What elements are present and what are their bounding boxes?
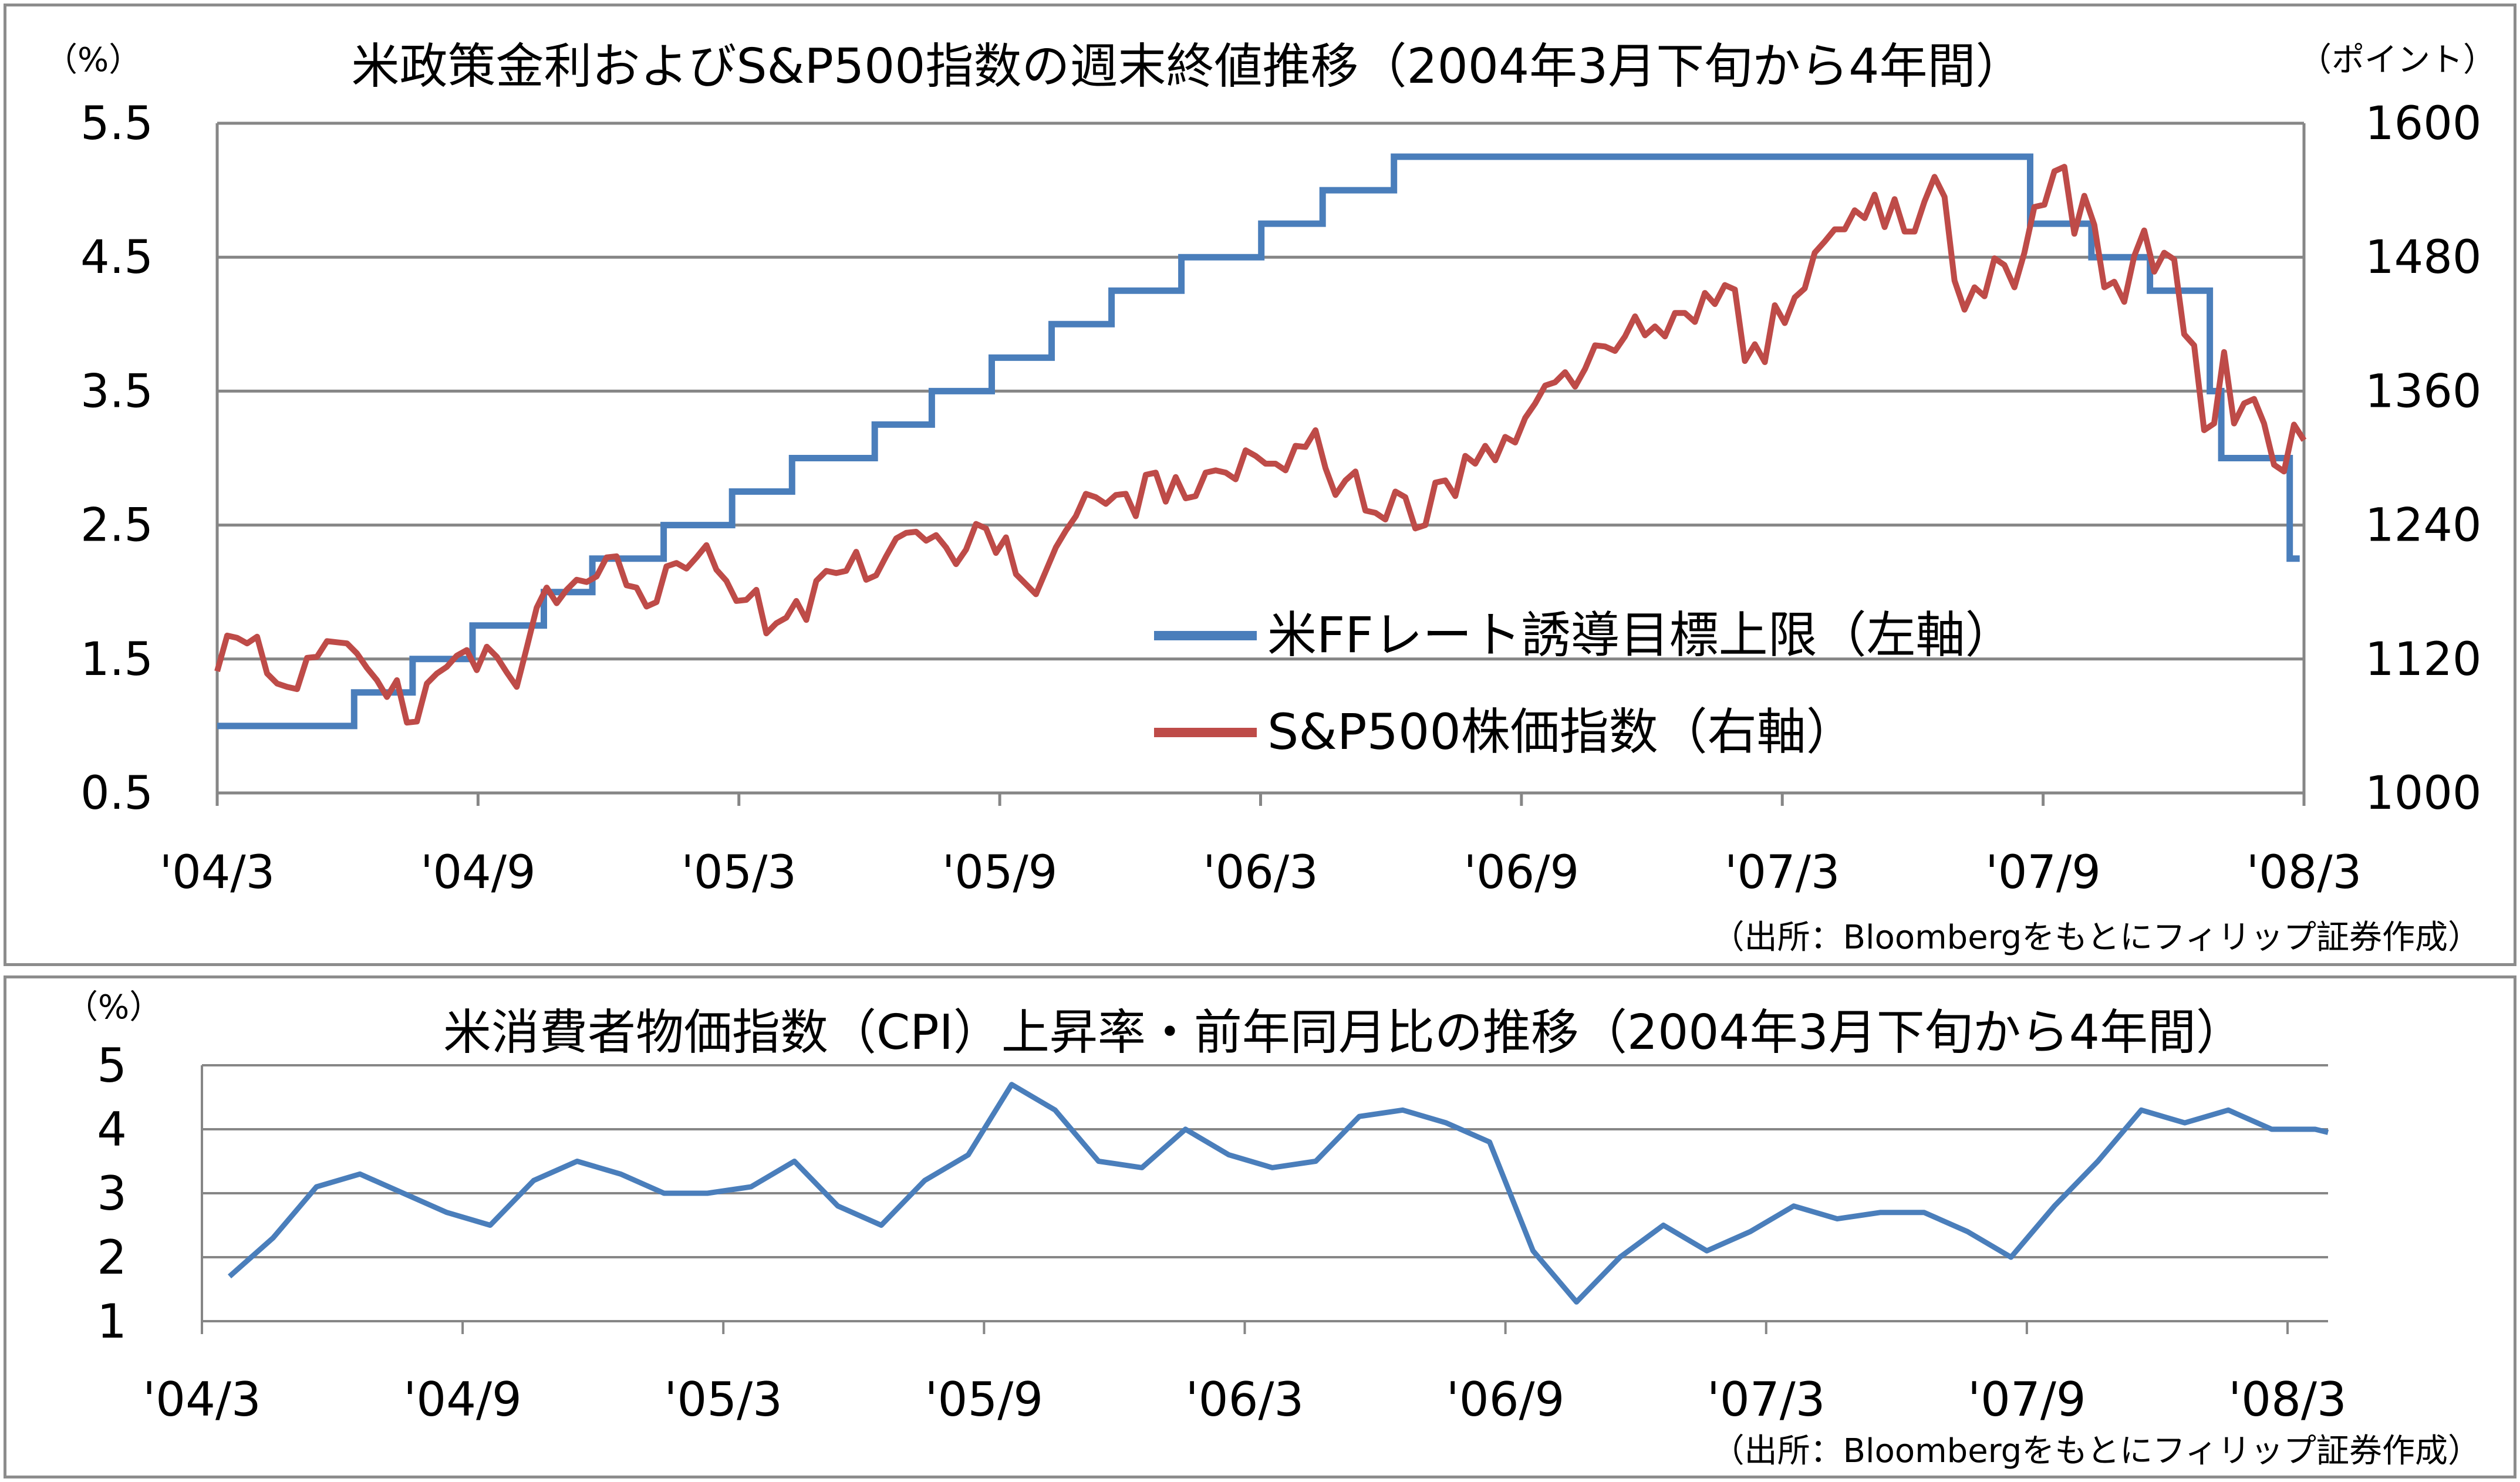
x-tick-label: '04/9 (420, 846, 536, 899)
series-lines (228, 1082, 2329, 1305)
x-tick-label: '07/3 (1707, 1372, 1826, 1427)
x-tick-label: '08/3 (2228, 1372, 2347, 1427)
right-tick-label: 1360 (2365, 365, 2482, 418)
x-tick-label: '04/3 (143, 1372, 261, 1427)
right-axis-unit: （ポイント） (2299, 41, 2496, 79)
cpi-line (228, 1082, 2329, 1305)
left-tick-label: 4.5 (80, 231, 153, 284)
y-tick-label: 3 (97, 1166, 127, 1221)
x-tick-label: '05/9 (942, 846, 1058, 899)
y-axis-ticks: 5 4 3 2 1 (97, 1038, 127, 1349)
x-tick-label: '06/9 (1464, 846, 1580, 899)
x-tick-label: '07/9 (1985, 846, 2101, 899)
x-tick-label: '05/3 (664, 1372, 782, 1427)
left-tick-label: 2.5 (80, 499, 153, 552)
left-tick-label: 0.5 (80, 767, 153, 820)
legend-label-sp500: S&P500株価指数（右軸） (1267, 703, 1856, 761)
right-tick-label: 1120 (2365, 633, 2482, 686)
chart-title: 米消費者物価指数（CPI）上昇率・前年同月比の推移（2004年3月下旬から4年間… (443, 1005, 2244, 1061)
x-tick-label: '06/9 (1446, 1372, 1565, 1427)
x-tick-label: '07/9 (1968, 1372, 2086, 1427)
x-tick-label: '05/9 (925, 1372, 1044, 1427)
rate-sp500-chart-panel: 米政策金利およびS&P500指数の週末終値推移（2004年3月下旬から4年間） … (4, 4, 2516, 966)
x-tick-label: '08/3 (2246, 846, 2362, 899)
cpi-chart-panel: 米消費者物価指数（CPI）上昇率・前年同月比の推移（2004年3月下旬から4年間… (4, 975, 2516, 1478)
x-tick-label: '06/3 (1186, 1372, 1304, 1427)
cpi-chart: 米消費者物価指数（CPI）上昇率・前年同月比の推移（2004年3月下旬から4年間… (65, 988, 2481, 1470)
x-axis-ticks: '04/3 '04/9 '05/3 '05/9 '06/3 '06/9 '07/3 '07/9… (143, 1372, 2347, 1427)
y-tick-label: 4 (97, 1102, 127, 1157)
left-tick-label: 1.5 (80, 633, 153, 686)
y-tick-label: 2 (97, 1230, 127, 1285)
left-axis-ticks: 5.5 4.5 3.5 2.5 1.5 0.5 (80, 97, 153, 820)
source-note: （出所：Bloombergをもとにフィリップ証券作成） (1712, 919, 2481, 957)
source-note: （出所：Bloombergをもとにフィリップ証券作成） (1712, 1432, 2481, 1470)
y-tick-label: 1 (97, 1294, 127, 1349)
x-tick-label: '04/9 (403, 1372, 522, 1427)
chart-title: 米政策金利およびS&P500指数の週末終値推移（2004年3月下旬から4年間） (352, 39, 2024, 94)
right-tick-label: 1480 (2365, 231, 2482, 284)
legend-label-ff: 米FFレート誘導目標上限（左軸） (1267, 606, 2015, 664)
right-axis-ticks: 1600 1480 1360 1240 1120 1000 (2365, 97, 2482, 820)
sp500-line (214, 164, 2307, 726)
right-tick-label: 1240 (2365, 499, 2482, 552)
y-tick-label: 5 (97, 1038, 127, 1093)
left-tick-label: 3.5 (80, 365, 153, 418)
right-tick-label: 1000 (2365, 767, 2482, 820)
gridlines (215, 121, 2306, 806)
legend: 米FFレート誘導目標上限（左軸） S&P500株価指数（右軸） (1154, 606, 2015, 761)
right-tick-label: 1600 (2365, 97, 2482, 150)
series-lines (214, 153, 2307, 730)
y-axis-unit: （%） (65, 988, 162, 1027)
rate-sp500-chart: 米政策金利およびS&P500指数の週末終値推移（2004年3月下旬から4年間） … (45, 39, 2496, 957)
gridlines (201, 1064, 2328, 1334)
left-tick-label: 5.5 (80, 97, 153, 150)
left-axis-unit: （%） (45, 41, 141, 79)
x-axis-ticks: '04/3 '04/9 '05/3 '05/9 '06/3 '06/9 '07/3 '07/9… (160, 846, 2362, 899)
x-tick-label: '06/3 (1203, 846, 1318, 899)
x-tick-label: '05/3 (681, 846, 797, 899)
x-tick-label: '07/3 (1725, 846, 1840, 899)
x-tick-label: '04/3 (160, 846, 275, 899)
